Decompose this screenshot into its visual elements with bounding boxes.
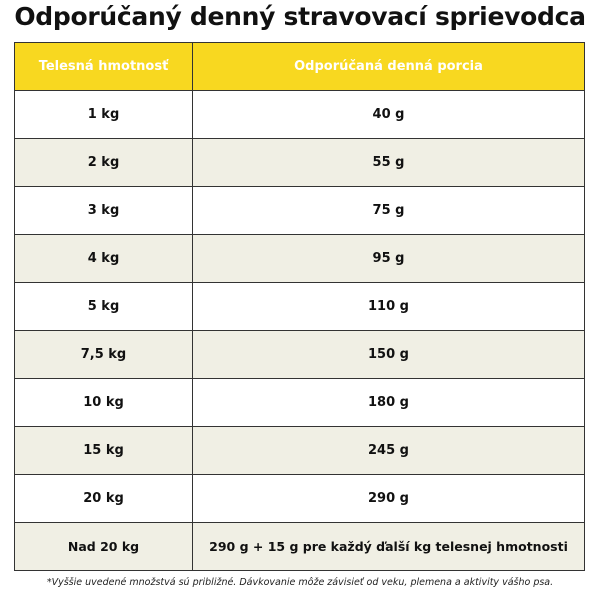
portion-cell: 150 g — [192, 330, 585, 379]
table-row: 2 kg 55 g — [14, 138, 585, 187]
table-header-row: Telesná hmotnosť Odporúčaná denná porcia — [14, 42, 585, 91]
portion-cell: 290 g — [192, 474, 585, 523]
weight-cell: 4 kg — [14, 234, 193, 283]
table-row: 15 kg 245 g — [14, 426, 585, 475]
portion-cell: 110 g — [192, 282, 585, 331]
weight-cell: Nad 20 kg — [14, 522, 193, 571]
page-title: Odporúčaný denný stravovací sprievodca — [14, 2, 586, 31]
table-row: 10 kg 180 g — [14, 378, 585, 427]
weight-cell: 3 kg — [14, 186, 193, 235]
table-row: 1 kg 40 g — [14, 90, 585, 139]
weight-cell: 2 kg — [14, 138, 193, 187]
table-row: 5 kg 110 g — [14, 282, 585, 331]
weight-cell: 5 kg — [14, 282, 193, 331]
column-header-portion: Odporúčaná denná porcia — [192, 42, 585, 91]
table-row: Nad 20 kg 290 g + 15 g pre každý ďalší k… — [14, 522, 585, 571]
footnote: *Vyššie uvedené množstvá sú približné. D… — [46, 577, 554, 588]
portion-cell: 180 g — [192, 378, 585, 427]
portion-cell: 290 g + 15 g pre každý ďalší kg telesnej… — [192, 522, 585, 571]
portion-cell: 245 g — [192, 426, 585, 475]
table-row: 7,5 kg 150 g — [14, 330, 585, 379]
weight-cell: 7,5 kg — [14, 330, 193, 379]
portion-cell: 95 g — [192, 234, 585, 283]
table-row: 20 kg 290 g — [14, 474, 585, 523]
table-row: 4 kg 95 g — [14, 234, 585, 283]
table-row: 3 kg 75 g — [14, 186, 585, 235]
portion-cell: 75 g — [192, 186, 585, 235]
portion-cell: 40 g — [192, 90, 585, 139]
weight-cell: 10 kg — [14, 378, 193, 427]
weight-cell: 15 kg — [14, 426, 193, 475]
portion-cell: 55 g — [192, 138, 585, 187]
weight-cell: 1 kg — [14, 90, 193, 139]
column-header-weight: Telesná hmotnosť — [14, 42, 193, 91]
weight-cell: 20 kg — [14, 474, 193, 523]
feeding-guide-table: Telesná hmotnosť Odporúčaná denná porcia… — [14, 42, 585, 571]
